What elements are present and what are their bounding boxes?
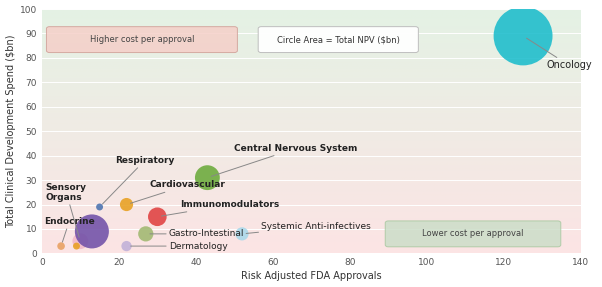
Point xyxy=(518,34,528,38)
Y-axis label: Total Clinical Development Spend ($bn): Total Clinical Development Spend ($bn) xyxy=(5,34,16,228)
Text: Lower cost per approval: Lower cost per approval xyxy=(422,229,524,238)
Text: Gastro-Intestinal: Gastro-Intestinal xyxy=(150,229,244,238)
Point xyxy=(87,229,97,234)
Text: Central Nervous System: Central Nervous System xyxy=(211,144,358,176)
Text: Higher cost per approval: Higher cost per approval xyxy=(90,35,194,44)
Text: Cardiovascular: Cardiovascular xyxy=(131,181,226,203)
FancyBboxPatch shape xyxy=(258,27,418,53)
Point xyxy=(75,239,85,243)
Text: Dermatology: Dermatology xyxy=(131,242,228,251)
Text: Sensory
Organs: Sensory Organs xyxy=(46,183,87,237)
FancyBboxPatch shape xyxy=(46,27,237,53)
Text: Endocrine: Endocrine xyxy=(44,217,95,242)
Point xyxy=(72,244,81,248)
Point xyxy=(56,244,66,248)
Text: Respiratory: Respiratory xyxy=(102,156,175,204)
Point xyxy=(122,202,131,207)
Point xyxy=(202,175,212,180)
Text: Immunomodulators: Immunomodulators xyxy=(161,200,280,216)
Point xyxy=(141,232,150,236)
X-axis label: Risk Adjusted FDA Approvals: Risk Adjusted FDA Approvals xyxy=(241,272,382,282)
Point xyxy=(237,232,247,236)
Point xyxy=(152,214,162,219)
Text: Oncology: Oncology xyxy=(527,38,592,70)
FancyBboxPatch shape xyxy=(385,221,561,247)
Point xyxy=(95,205,104,209)
Text: Circle Area = Total NPV ($bn): Circle Area = Total NPV ($bn) xyxy=(277,35,400,44)
Point xyxy=(122,244,131,248)
Text: Systemic Anti-infectives: Systemic Anti-infectives xyxy=(246,222,371,233)
